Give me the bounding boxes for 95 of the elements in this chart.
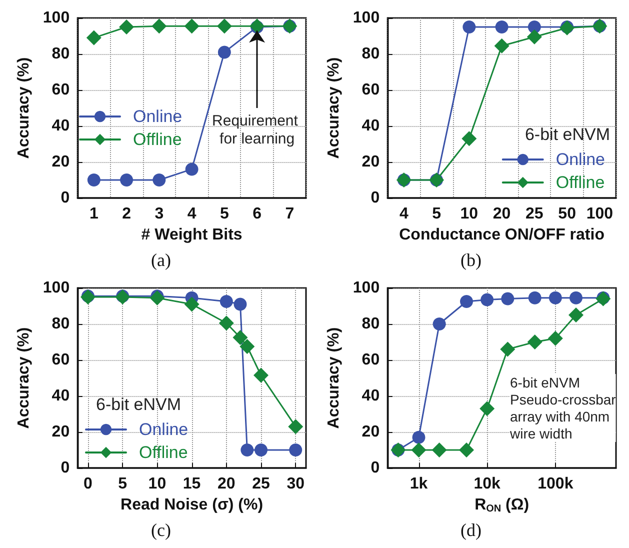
point — [184, 18, 200, 34]
x-tick-label: 0 — [84, 476, 93, 492]
x-tick-label: 25 — [526, 206, 544, 222]
point — [526, 29, 542, 44]
x-tick-label: 100 — [586, 206, 614, 222]
point — [232, 330, 248, 345]
point — [218, 46, 231, 59]
x-axis-title: # Weight Bits — [141, 226, 242, 244]
y-tick-label: 20 — [362, 424, 380, 440]
x-tick-label: 5 — [220, 206, 229, 222]
point — [462, 20, 476, 34]
point — [220, 295, 233, 308]
y-tick-label: 60 — [52, 82, 70, 98]
point — [119, 20, 134, 34]
point — [240, 444, 254, 456]
y-tick-label: 40 — [362, 118, 380, 134]
x-tick-label: 50 — [558, 206, 576, 222]
point — [254, 368, 269, 383]
y-tick-label: 60 — [362, 82, 380, 98]
y-tick-label: 100 — [352, 280, 380, 296]
text: (a) — [151, 250, 171, 270]
y-tick-label: 0 — [370, 190, 380, 206]
y-tick-label: 40 — [52, 118, 70, 134]
point — [218, 316, 234, 331]
point — [216, 18, 232, 34]
y-tick-label: 100 — [352, 10, 380, 26]
y-tick-label: 80 — [362, 46, 380, 62]
x-tick-label: 1k — [410, 476, 428, 492]
x-tick-label: 1 — [89, 206, 98, 222]
point — [462, 131, 477, 146]
legend-label: Offline — [556, 173, 605, 192]
point — [87, 174, 100, 186]
y-tick-label: 80 — [362, 316, 380, 332]
x-tick-label: 20 — [218, 476, 236, 492]
x-tick-label: 15 — [182, 476, 201, 492]
y-tick-label: 40 — [52, 388, 70, 404]
text: (b) — [460, 250, 482, 270]
y-tick-label: 20 — [362, 154, 380, 170]
annotation: Requirement for learning — [212, 112, 302, 148]
y-tick-label: 40 — [362, 388, 380, 404]
point — [254, 444, 268, 456]
y-axis-title: Accuracy (%) — [326, 327, 342, 429]
y-axis-title: Accuracy (%) — [16, 327, 32, 429]
x-tick-label: 10 — [460, 206, 478, 222]
y-tick-label: 60 — [52, 352, 70, 368]
legend-title: 6-bit eNVM — [96, 395, 182, 414]
point — [152, 174, 166, 186]
point — [234, 298, 247, 311]
x-tick-label: 6 — [252, 206, 262, 222]
point — [152, 18, 167, 34]
x-axis-title: Read Noise (σ) (%) — [120, 496, 264, 514]
point — [185, 162, 198, 176]
x-tick-label: 10 — [148, 476, 166, 492]
annotation: 6-bit eNVM Pseudo-crossbar array with 40nm wire width — [509, 374, 616, 442]
legend-title: 6-bit eNVM — [524, 125, 610, 144]
y-tick-label: 100 — [42, 280, 70, 296]
point — [495, 20, 508, 34]
point — [288, 419, 304, 434]
y-tick-label: 60 — [362, 352, 380, 368]
point — [240, 339, 255, 354]
x-tick-label: 2 — [122, 206, 132, 222]
y-axis-title: Accuracy (%) — [16, 57, 32, 159]
y-axis-title: Accuracy (%) — [326, 57, 342, 159]
y-tick-label: 80 — [52, 316, 70, 332]
point — [289, 444, 302, 456]
legend-label: Online — [133, 107, 182, 126]
legend-label: Offline — [133, 130, 182, 149]
x-tick-label: 4 — [399, 206, 408, 222]
x-axis-title: Conductance ON/OFF ratio — [399, 226, 605, 244]
x-tick-label: 4 — [187, 206, 196, 222]
y-tick-label: 0 — [370, 460, 380, 476]
x-tick-label: 100k — [538, 476, 574, 492]
y-tick-label: 0 — [60, 460, 70, 476]
point — [184, 296, 200, 312]
point — [120, 174, 134, 186]
y-tick-label: 20 — [52, 154, 70, 170]
point — [494, 38, 510, 54]
x-tick-label: 25 — [252, 476, 270, 492]
y-tick-label: 0 — [60, 190, 70, 206]
x-tick-label: 5 — [432, 206, 442, 222]
y-tick-label: 100 — [42, 10, 70, 26]
y-tick-label: 80 — [52, 46, 70, 62]
x-tick-label: 5 — [118, 476, 128, 492]
x-tick-label: 20 — [492, 206, 511, 222]
legend-label: Online — [139, 420, 188, 439]
point — [86, 30, 102, 46]
x-tick-label: 3 — [154, 206, 164, 222]
text: (d) — [460, 520, 482, 540]
x-tick-label: 10k — [474, 476, 501, 492]
x-tick-label: 30 — [286, 476, 305, 492]
x-tick-label: 7 — [285, 206, 294, 222]
legend-label: Offline — [139, 443, 188, 462]
legend-label: Online — [556, 150, 605, 169]
y-tick-label: 20 — [52, 424, 70, 440]
text: (c) — [151, 520, 171, 540]
